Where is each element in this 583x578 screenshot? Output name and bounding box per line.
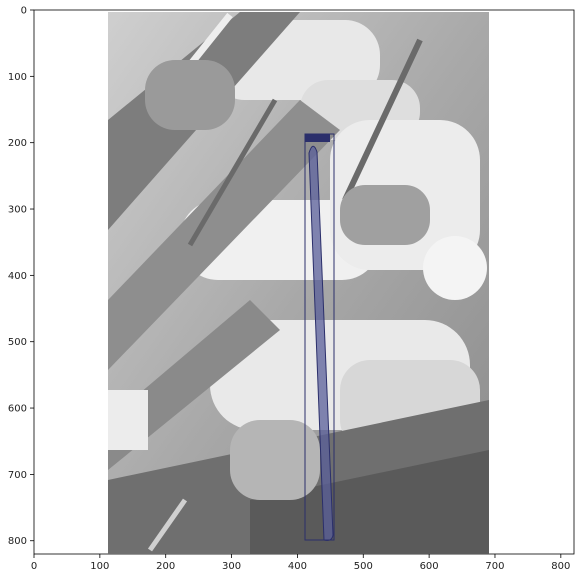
x-tick-label: 400 — [288, 561, 307, 572]
y-tick-label: 200 — [8, 138, 27, 149]
x-tick-label: 800 — [551, 561, 570, 572]
y-tick-label: 100 — [8, 72, 27, 83]
y-axis: 0 100 200 300 400 500 600 700 800 — [8, 6, 34, 547]
x-tick-label: 0 — [31, 561, 37, 572]
y-tick-label: 800 — [8, 536, 27, 547]
x-tick-label: 600 — [420, 561, 439, 572]
object-label-tag — [305, 134, 330, 142]
y-tick-label: 300 — [8, 205, 27, 216]
x-tick-label: 700 — [485, 561, 504, 572]
y-tick-label: 400 — [8, 271, 27, 282]
object-annotation — [304, 133, 335, 541]
x-axis: 0 100 200 300 400 500 600 700 800 — [31, 554, 570, 572]
x-tick-label: 200 — [156, 561, 175, 572]
x-tick-label: 500 — [354, 561, 373, 572]
y-tick-label: 500 — [8, 337, 27, 348]
y-tick-label: 0 — [21, 6, 27, 17]
abstract-photo — [108, 12, 489, 554]
y-tick-label: 600 — [8, 404, 27, 415]
x-tick-label: 100 — [90, 561, 109, 572]
x-tick-label: 300 — [222, 561, 241, 572]
y-tick-label: 700 — [8, 470, 27, 481]
